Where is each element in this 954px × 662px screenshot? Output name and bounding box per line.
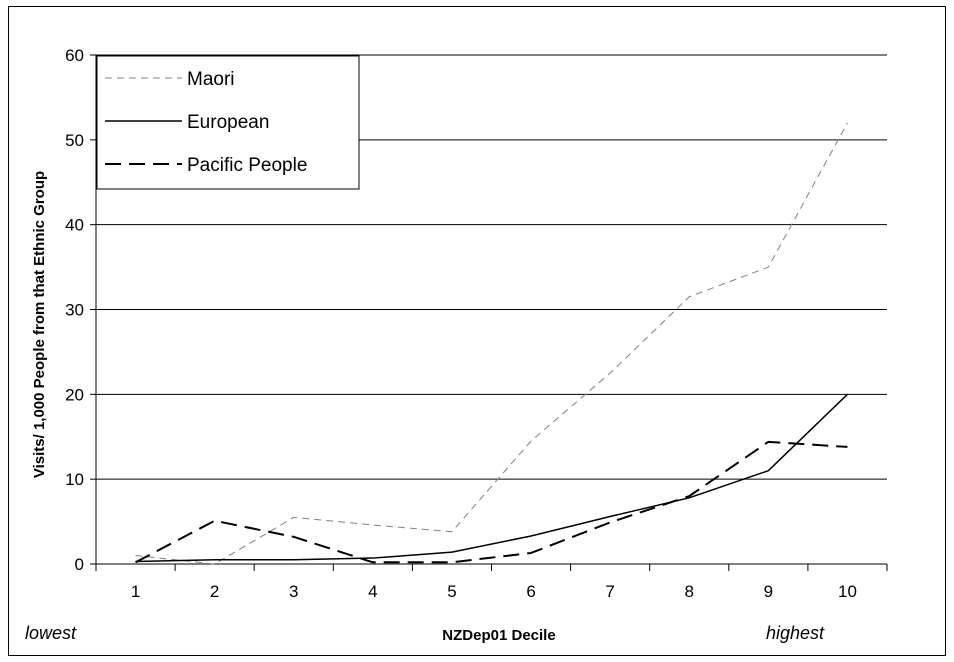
x-tick-labels: 1 2 3 4 5 6 7 8 9 10 — [131, 582, 857, 601]
legend-label: Pacific People — [187, 155, 307, 176]
y-tick-label: 40 — [65, 216, 84, 235]
x-tick-label: 8 — [685, 582, 694, 601]
series-line-maori — [135, 122, 848, 565]
axes — [95, 55, 888, 571]
line-chart: 0 10 20 30 40 50 60 1 2 3 4 5 6 7 8 9 10 Maori European P… — [25, 46, 888, 644]
y-tick-label: 0 — [75, 555, 84, 574]
series-line-european — [135, 393, 848, 563]
legend-label: Maori — [187, 69, 235, 90]
legend-box — [96, 55, 360, 190]
x-tick-label: 1 — [131, 582, 140, 601]
x-tick-label: 7 — [605, 582, 614, 601]
x-tick-label: 6 — [526, 582, 535, 601]
series-lines — [135, 122, 848, 565]
chart-frame: 0 10 20 30 40 50 60 1 2 3 4 5 6 7 8 9 10 Maori European P… — [8, 6, 946, 656]
y-tick-labels: 0 10 20 30 40 50 60 — [65, 46, 84, 574]
x-tick-label: 4 — [368, 582, 377, 601]
x-tick-label: 2 — [210, 582, 219, 601]
legend: Maori European Pacific People — [96, 55, 360, 190]
y-tick-label: 20 — [65, 385, 84, 404]
legend-label: European — [187, 112, 269, 133]
y-tick-label: 50 — [65, 131, 84, 150]
y-tick-label: 60 — [65, 46, 84, 65]
y-tick-label: 10 — [65, 470, 84, 489]
x-axis-title: NZDep01 Decile — [442, 627, 555, 644]
x-tick-label: 3 — [289, 582, 298, 601]
x-note-lowest: lowest — [25, 623, 77, 643]
x-tick-label: 5 — [447, 582, 456, 601]
y-tick-label: 30 — [65, 301, 84, 320]
x-tick-label: 9 — [764, 582, 773, 601]
y-axis-title: Visits/ 1,000 People from that Ethnic Gr… — [31, 171, 48, 478]
series-line-pacific-people — [135, 440, 848, 564]
x-tick-label: 10 — [838, 582, 857, 601]
gridlines — [90, 54, 887, 565]
x-note-highest: highest — [766, 623, 825, 643]
